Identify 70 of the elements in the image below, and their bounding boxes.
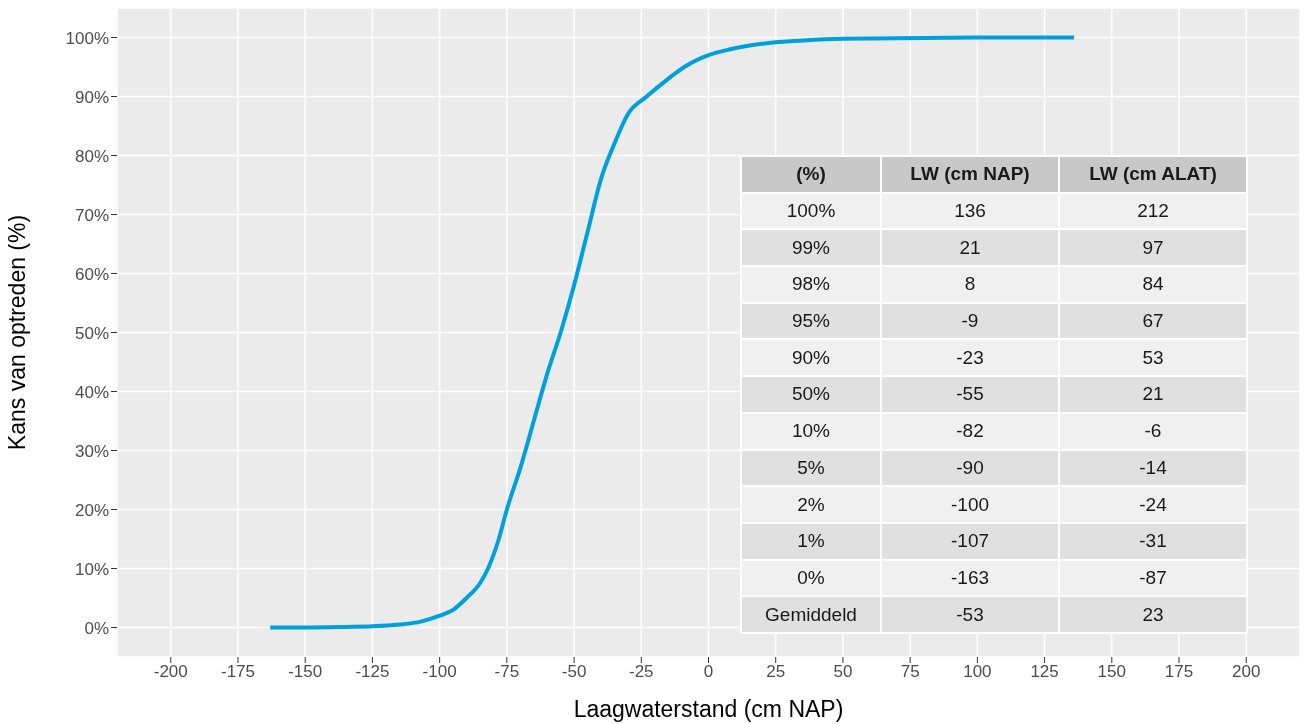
- annotation: 84: [1059, 266, 1247, 303]
- y-tick-label: 60%: [74, 264, 109, 284]
- y-tick-label: 70%: [74, 205, 109, 225]
- y-tick-label: 0%: [84, 618, 109, 638]
- annotation: -24: [1059, 486, 1247, 523]
- annotation: 136: [881, 192, 1059, 230]
- annotation: -90: [881, 449, 1059, 487]
- line-series: [268, 35, 1077, 630]
- y-tick-label: 40%: [74, 382, 109, 402]
- x-tick-label: -200: [153, 662, 188, 682]
- x-tick-label: 150: [1097, 662, 1126, 682]
- annotation: 8: [881, 266, 1059, 303]
- annotation: (%): [741, 156, 881, 193]
- x-tick-label: -175: [220, 662, 255, 682]
- annotation: 97: [1059, 229, 1247, 267]
- x-tick-label: -75: [494, 662, 520, 682]
- annotation: 98%: [741, 266, 881, 303]
- annotation: -87: [1059, 559, 1247, 597]
- y-tick-label: 20%: [74, 500, 109, 520]
- x-tick-label: 75: [900, 662, 920, 682]
- x-tick-label: 125: [1030, 662, 1059, 682]
- annotation: -9: [881, 302, 1059, 340]
- annotation: LW (cm ALAT): [1059, 156, 1247, 193]
- annotation: -107: [881, 522, 1059, 560]
- x-axis-title: Laagwaterstand (cm NAP): [573, 696, 844, 722]
- annotation: 95%: [741, 302, 881, 340]
- annotation: Gemiddeld: [741, 596, 881, 633]
- annotation: 10%: [741, 412, 881, 450]
- annotation: 90%: [741, 339, 881, 377]
- annotation: 5%: [741, 449, 881, 487]
- y-tick-label: 50%: [74, 323, 109, 343]
- annotation: -53: [881, 596, 1059, 633]
- annotation: 53: [1059, 339, 1247, 377]
- x-tick-label: 50: [833, 662, 853, 682]
- y-tick-label: 90%: [74, 87, 109, 107]
- annotation: 21: [881, 229, 1059, 267]
- x-tick-label: -100: [422, 662, 457, 682]
- annotation: 21: [1059, 376, 1247, 413]
- annotation: 23: [1059, 596, 1247, 633]
- annotation: LW (cm NAP): [881, 156, 1059, 193]
- x-tick-label: 175: [1164, 662, 1194, 682]
- x-tick-label: 0: [703, 662, 714, 682]
- annotation: 2%: [741, 486, 881, 523]
- annotation: 99%: [741, 229, 881, 267]
- x-tick-label: -25: [629, 662, 654, 682]
- annotation: 100%: [741, 192, 881, 230]
- x-tick-label: 25: [766, 662, 786, 682]
- annotation: 0%: [741, 559, 881, 597]
- x-tick-label: -50: [561, 662, 587, 682]
- annotation: -100: [881, 486, 1059, 523]
- annotation: -6: [1059, 412, 1247, 450]
- x-tick-label: -150: [288, 662, 323, 682]
- x-tick-label: 200: [1232, 662, 1261, 682]
- annotation: -23: [881, 339, 1059, 377]
- y-tick-label: 10%: [74, 559, 109, 579]
- x-tick-label: 100: [963, 662, 992, 682]
- y-tick-label: 30%: [74, 441, 109, 461]
- annotation: -163: [881, 559, 1059, 597]
- y-tick-label: 80%: [74, 146, 109, 166]
- annotation: 212: [1059, 192, 1247, 230]
- annotation: 50%: [741, 376, 881, 413]
- y-axis-title: Kans van optreden (%): [4, 214, 31, 451]
- annotation: 67: [1059, 302, 1247, 340]
- y-tick-label: 100%: [65, 28, 109, 48]
- annotation: 1%: [741, 522, 881, 560]
- annotation: -55: [881, 376, 1059, 413]
- x-tick-label: -125: [355, 662, 390, 682]
- annotation: -14: [1059, 449, 1247, 487]
- annotation: -31: [1059, 522, 1247, 560]
- annotation: -82: [881, 412, 1059, 450]
